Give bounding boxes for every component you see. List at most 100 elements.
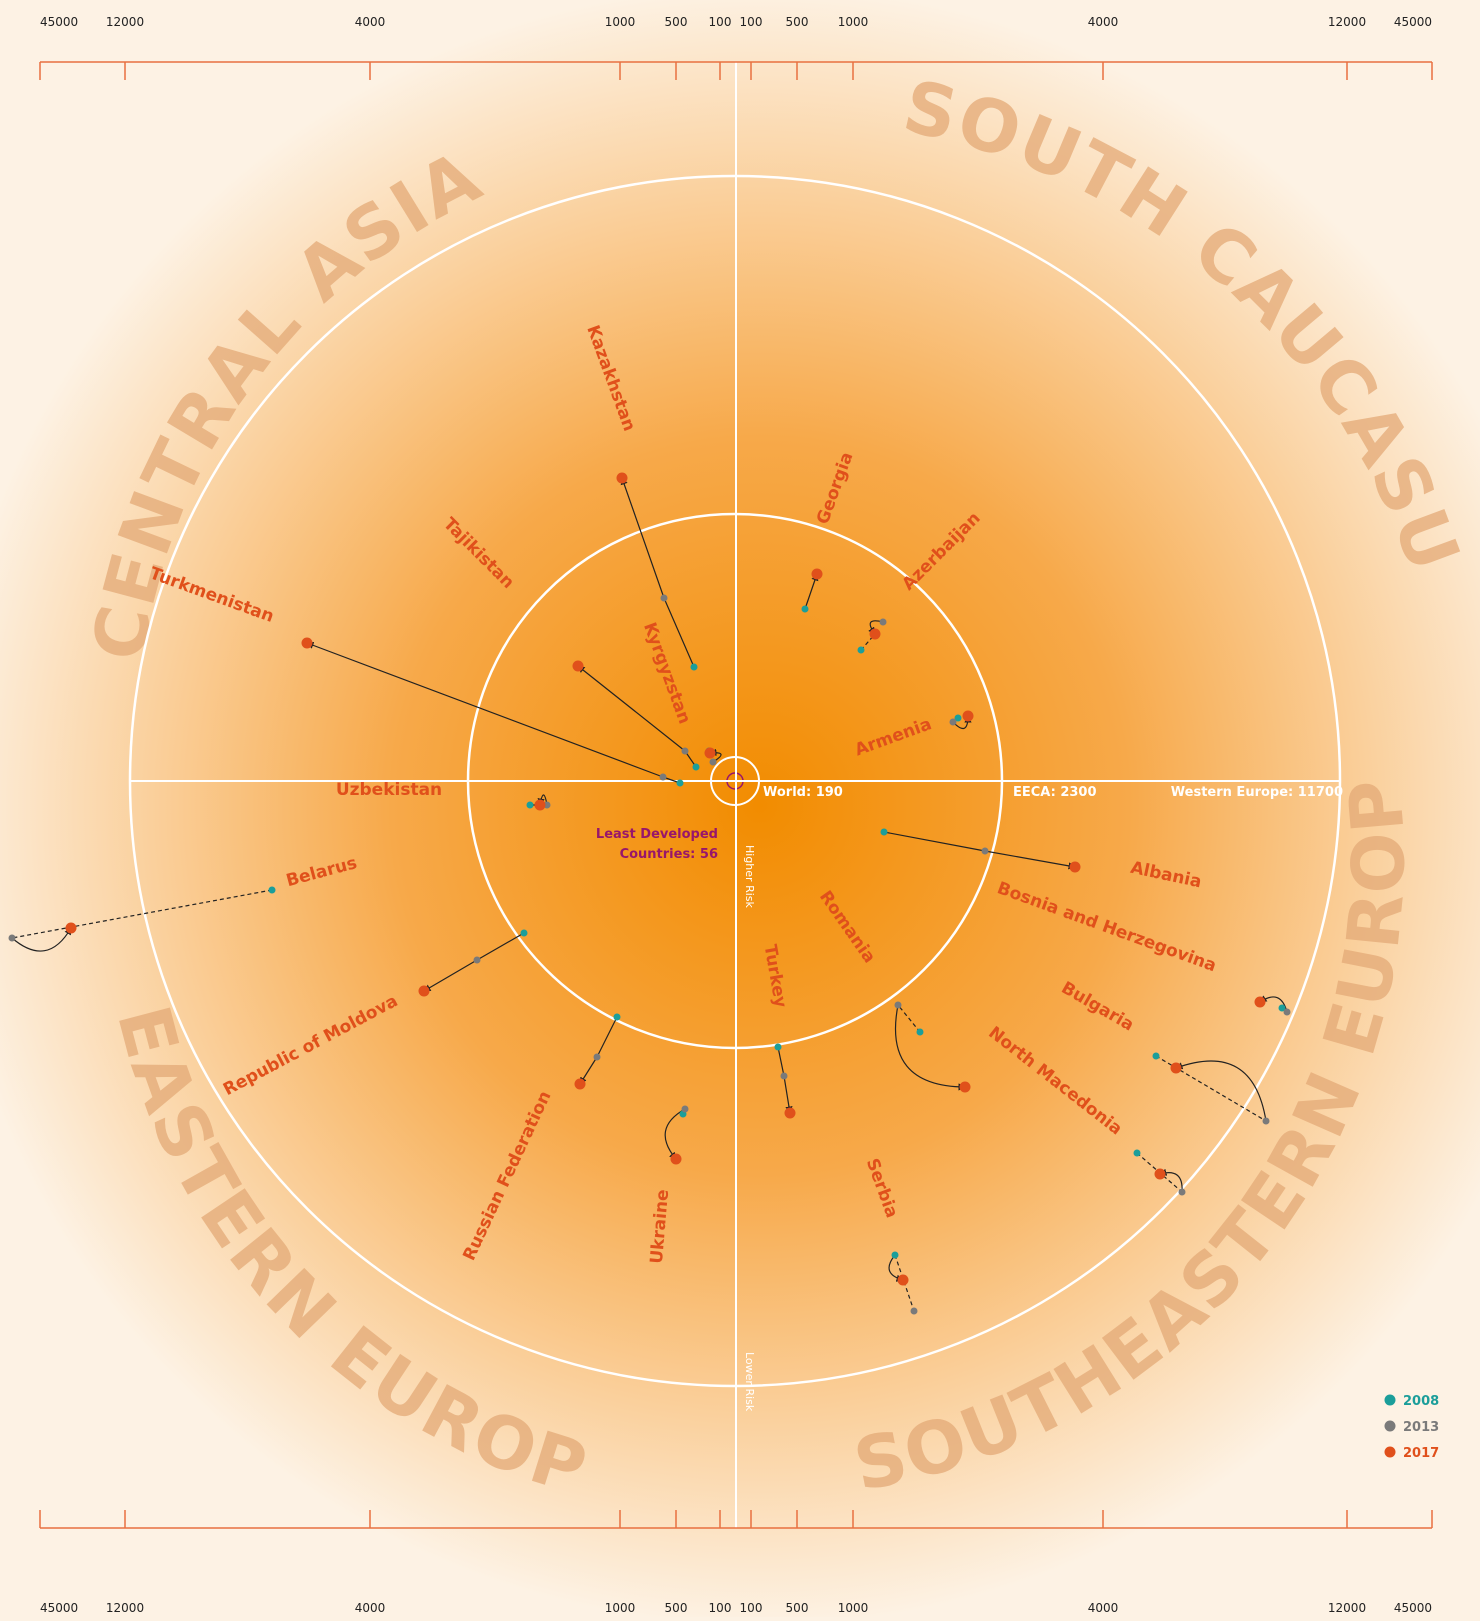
bulgaria-point-2017 bbox=[1170, 1062, 1182, 1074]
russian-federation-link bbox=[596, 1016, 618, 1058]
turkey-point-2008 bbox=[774, 1043, 782, 1051]
armenia-point-2013 bbox=[949, 718, 957, 726]
turkey-link bbox=[777, 1046, 785, 1077]
ukraine-point-2017 bbox=[670, 1153, 682, 1165]
russian-federation-point-2013 bbox=[593, 1053, 601, 1061]
bottom-tick-label: 45000 bbox=[40, 1601, 78, 1615]
top-tick-label: 4000 bbox=[355, 15, 386, 29]
russian-federation-point-2008 bbox=[613, 1013, 621, 1021]
belarus-point-2008 bbox=[268, 886, 276, 894]
turkey-arrow-link bbox=[783, 1075, 793, 1114]
eeca-reference-label: EECA: 2300 bbox=[1013, 785, 1097, 800]
bulgaria-point-2008 bbox=[1152, 1052, 1160, 1060]
romania-point-2017 bbox=[959, 1081, 971, 1093]
top-tick-label: 45000 bbox=[1394, 15, 1432, 29]
azerbaijan-point-2013 bbox=[879, 618, 887, 626]
romania-dashed-link bbox=[897, 1004, 921, 1033]
turkey-point-2013 bbox=[780, 1072, 788, 1080]
azerbaijan-point-2017 bbox=[869, 628, 881, 640]
turkmenistan-point-2008 bbox=[676, 779, 684, 787]
bulgaria-point-2013 bbox=[1262, 1117, 1270, 1125]
ukraine-point-2013 bbox=[681, 1105, 689, 1113]
belarus-point-2017 bbox=[65, 922, 77, 934]
bottom-tick-label: 4000 bbox=[355, 1601, 386, 1615]
albania-point-2008 bbox=[880, 828, 888, 836]
bosnia-and-herzegovina-point-2017 bbox=[1254, 996, 1266, 1008]
ldc-label-line1: Least Developed bbox=[596, 827, 718, 842]
top-tick-label: 1000 bbox=[838, 15, 869, 29]
albania-point-2013 bbox=[981, 847, 989, 855]
kyrgyzstan-point-2017 bbox=[572, 660, 584, 672]
georgia-arrow-link bbox=[804, 573, 819, 610]
kazakhstan-point-2017 bbox=[616, 472, 628, 484]
scale-bars: 45000 12000 4000 1000 500 100 100 500 1000 4000 12… bbox=[39, 15, 1433, 1615]
armenia-point-2008 bbox=[954, 714, 962, 722]
republic-of-moldova-link bbox=[476, 932, 525, 961]
georgia-point-2017 bbox=[811, 568, 823, 580]
tajikistan-point-2013 bbox=[709, 758, 717, 766]
serbia-point-2017 bbox=[897, 1274, 909, 1286]
bottom-tick-label: 100 bbox=[709, 1601, 732, 1615]
chart-grid bbox=[128, 62, 1342, 1528]
higher-risk-label: Higher Risk bbox=[743, 845, 756, 908]
turkmenistan-point-2013 bbox=[659, 773, 667, 781]
top-tick-label: 1000 bbox=[605, 15, 636, 29]
belarus-dashed-link bbox=[11, 889, 273, 939]
romania-point-2008 bbox=[916, 1028, 924, 1036]
trajectory-links bbox=[11, 477, 1288, 1312]
legend-label-2008: 2008 bbox=[1403, 1394, 1439, 1409]
north-macedonia-point-2013 bbox=[1178, 1188, 1186, 1196]
kyrgyzstan-point-2008 bbox=[692, 763, 700, 771]
bosnia-and-herzegovina-point-2008 bbox=[1278, 1004, 1286, 1012]
legend-dot-2013 bbox=[1384, 1420, 1396, 1432]
bulgaria-curve-arrow bbox=[1175, 1060, 1267, 1122]
bottom-tick-label: 12000 bbox=[1328, 1601, 1366, 1615]
data-points bbox=[8, 472, 1291, 1315]
top-tick-label: 500 bbox=[665, 15, 688, 29]
kazakhstan-point-2013 bbox=[660, 594, 668, 602]
bottom-tick-label: 12000 bbox=[106, 1601, 144, 1615]
top-tick-label: 100 bbox=[740, 15, 763, 29]
north-macedonia-point-2017 bbox=[1154, 1168, 1166, 1180]
kazakhstan-point-2008 bbox=[690, 663, 698, 671]
top-tick-label: 500 bbox=[786, 15, 809, 29]
bottom-tick-label: 4000 bbox=[1088, 1601, 1119, 1615]
bottom-tick-label: 45000 bbox=[1394, 1601, 1432, 1615]
kyrgyzstan-point-2013 bbox=[681, 747, 689, 755]
legend-label-2017: 2017 bbox=[1403, 1446, 1439, 1461]
romania-point-2013 bbox=[894, 1001, 902, 1009]
top-tick-label: 45000 bbox=[40, 15, 78, 29]
albania-point-2017 bbox=[1069, 861, 1081, 873]
albania-arrow-link bbox=[984, 850, 1076, 870]
bottom-tick-label: 1000 bbox=[838, 1601, 869, 1615]
legend-dot-2017 bbox=[1384, 1446, 1396, 1458]
bottom-tick-label: 100 bbox=[740, 1601, 763, 1615]
legend: 2008 2013 2017 bbox=[1384, 1394, 1439, 1461]
top-tick-label: 100 bbox=[709, 15, 732, 29]
republic-of-moldova-point-2013 bbox=[473, 956, 481, 964]
bottom-tick-label: 1000 bbox=[605, 1601, 636, 1615]
republic-of-moldova-point-2017 bbox=[418, 985, 430, 997]
top-tick-label: 12000 bbox=[1328, 15, 1366, 29]
country-label-uzbekistan: Uzbekistan bbox=[336, 780, 442, 800]
kyrgyzstan-arrow-link bbox=[577, 665, 686, 752]
top-tick-label: 4000 bbox=[1088, 15, 1119, 29]
bottom-tick-label: 500 bbox=[665, 1601, 688, 1615]
western-europe-reference-label: Western Europe: 11700 bbox=[1171, 785, 1343, 800]
uzbekistan-point-2008 bbox=[526, 801, 534, 809]
top-tick-label: 12000 bbox=[106, 15, 144, 29]
armenia-point-2017 bbox=[962, 710, 974, 722]
uzbekistan-point-2017 bbox=[534, 799, 546, 811]
romania-curve-arrow bbox=[894, 1004, 966, 1091]
serbia-point-2013 bbox=[910, 1307, 918, 1315]
reference-labels: World: 190 EECA: 2300 Western Europe: 1170… bbox=[596, 785, 1343, 1412]
world-reference-label: World: 190 bbox=[763, 785, 843, 800]
republic-of-moldova-point-2008 bbox=[520, 929, 528, 937]
turkmenistan-arrow-link bbox=[306, 641, 664, 778]
republic-of-moldova-arrow-link bbox=[423, 959, 478, 992]
ldc-label-line2: Countries: 56 bbox=[620, 847, 718, 862]
turkmenistan-point-2017 bbox=[301, 637, 313, 649]
